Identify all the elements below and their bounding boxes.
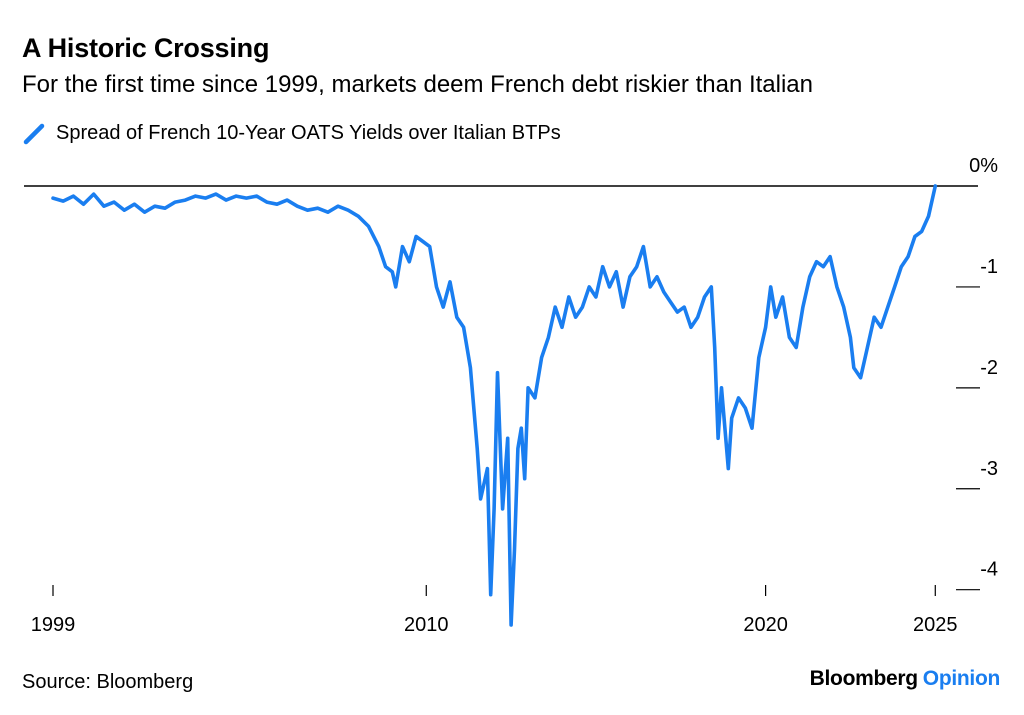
chart-title: A Historic Crossing (22, 33, 270, 63)
y-tick-label: 0% (969, 155, 998, 177)
y-tick-label: -3 (980, 458, 998, 480)
x-tick-label: 1999 (31, 614, 76, 636)
legend-label: Spread of French 10-Year OATS Yields ove… (56, 122, 561, 144)
chart-subtitle: For the first time since 1999, markets d… (22, 71, 814, 98)
legend: Spread of French 10-Year OATS Yields ove… (22, 122, 561, 145)
x-tick-label: 2010 (404, 614, 449, 636)
x-tick-label: 2025 (913, 614, 958, 636)
series-line-0 (51, 184, 938, 627)
brand-logo: Bloomberg Opinion (809, 667, 1001, 691)
y-tick-label: -1 (980, 256, 998, 278)
legend-line-icon (22, 123, 48, 145)
x-tick-label: 2020 (743, 614, 788, 636)
y-tick-label: -2 (980, 357, 998, 379)
brand-primary: Bloomberg (809, 667, 918, 690)
brand-secondary: Opinion (922, 667, 1001, 690)
y-tick-label: -4 (980, 559, 998, 581)
source-note: Source: Bloomberg (22, 671, 194, 693)
